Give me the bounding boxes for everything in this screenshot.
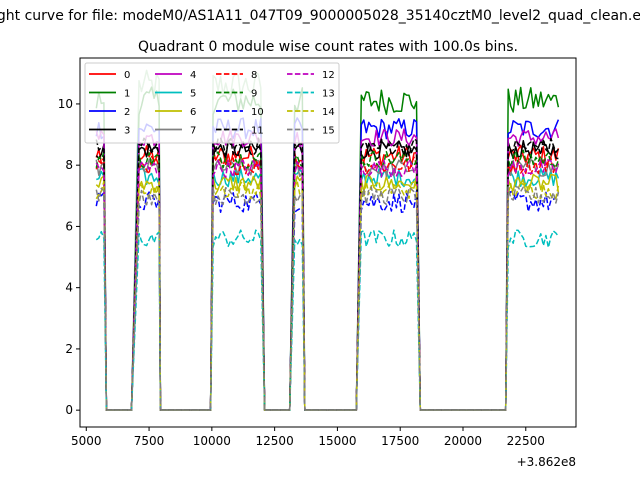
- legend-label-13: 13: [322, 89, 335, 100]
- legend-label-6: 6: [190, 107, 196, 118]
- legend-label-4: 4: [190, 70, 196, 81]
- legend-label-5: 5: [190, 89, 196, 100]
- x-axis: 5000 7500 10000 12500 15000 17500 20000 22500: [71, 427, 545, 448]
- chart-title: Quadrant 0 module wise count rates with …: [138, 39, 518, 55]
- legend-label-1: 1: [124, 89, 130, 100]
- legend-label-15: 15: [322, 126, 335, 137]
- y-tick-label: 8: [65, 158, 73, 172]
- legend-label-7: 7: [190, 126, 196, 137]
- x-tick-label: 5000: [71, 434, 102, 448]
- legend-label-2: 2: [124, 107, 130, 118]
- legend-label-12: 12: [322, 70, 335, 81]
- axes-frame: [79, 57, 577, 428]
- x-axis-offset-label: +3.862e8: [517, 455, 576, 469]
- x-tick-label: 17500: [381, 434, 419, 448]
- legend-label-11: 11: [251, 126, 264, 137]
- x-tick-label: 20000: [444, 434, 482, 448]
- legend-label-10: 10: [251, 107, 264, 118]
- figure-suptitle: Light curve for file: modeM0/AS1A11_047T…: [0, 8, 640, 24]
- y-tick-label: 4: [65, 281, 73, 295]
- series-layer: [95, 69, 560, 411]
- legend-label-9: 9: [251, 89, 257, 100]
- x-tick-label: 10000: [193, 434, 231, 448]
- plot-area: 5000 7500 10000 12500 15000 17500 20000 22500 0…: [58, 57, 577, 469]
- legend-box: [84, 62, 340, 144]
- legend-label-14: 14: [322, 107, 335, 118]
- legend-label-0: 0: [124, 70, 130, 81]
- y-tick-label: 0: [65, 403, 73, 417]
- x-tick-label: 7500: [134, 434, 165, 448]
- y-tick-label: 10: [58, 97, 73, 111]
- y-tick-label: 2: [65, 342, 73, 356]
- x-tick-label: 22500: [507, 434, 545, 448]
- x-tick-label: 15000: [318, 434, 356, 448]
- x-tick-label: 12500: [256, 434, 294, 448]
- legend-label-3: 3: [124, 126, 130, 137]
- y-tick-label: 6: [65, 219, 73, 233]
- y-axis: 0 2 4 6 8 10: [58, 97, 80, 417]
- legend-label-8: 8: [251, 70, 257, 81]
